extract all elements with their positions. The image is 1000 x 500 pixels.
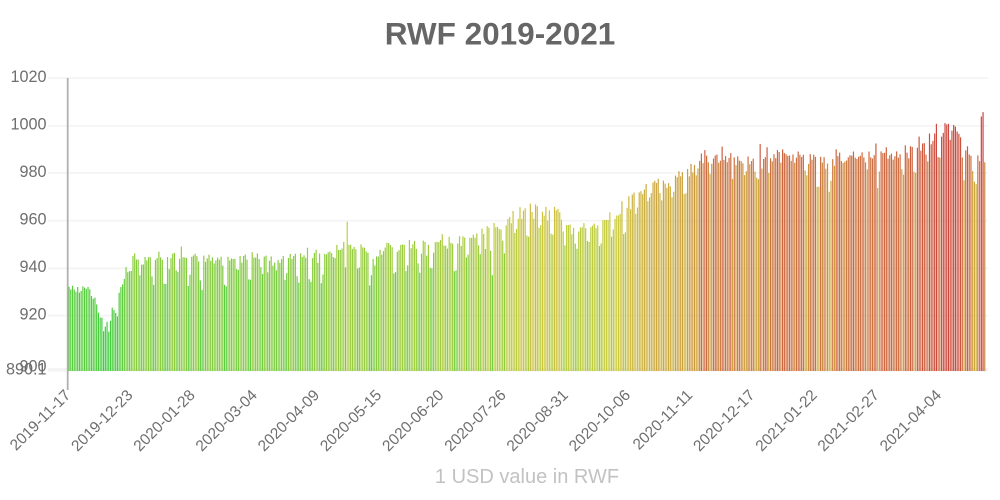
svg-text:980: 980 xyxy=(19,163,46,181)
svg-text:920: 920 xyxy=(19,306,46,324)
svg-text:960: 960 xyxy=(19,211,46,229)
svg-text:940: 940 xyxy=(19,258,46,276)
svg-text:RWF 2019-2021: RWF 2019-2021 xyxy=(385,16,616,52)
svg-text:890.1: 890.1 xyxy=(6,361,47,379)
svg-text:1020: 1020 xyxy=(10,68,46,86)
svg-text:1000: 1000 xyxy=(10,116,46,134)
svg-text:900: 900 xyxy=(19,357,46,375)
svg-text:1 USD value in RWF: 1 USD value in RWF xyxy=(435,466,619,488)
